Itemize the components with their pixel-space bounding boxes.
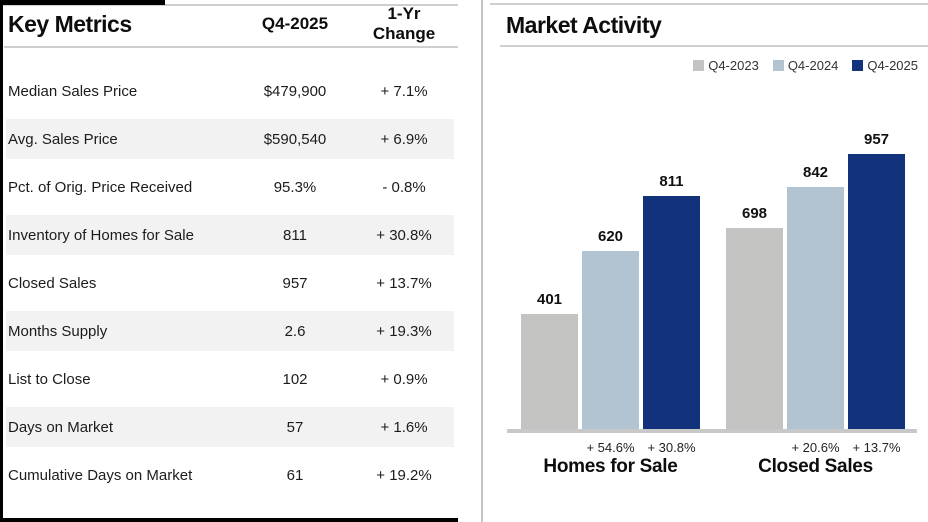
metric-label: Days on Market	[8, 418, 114, 436]
bar-change-label: + 20.6%	[791, 440, 840, 455]
metric-value: 102	[282, 370, 308, 388]
legend-item-q4-2023: Q4-2023	[693, 58, 759, 73]
table-bottom-border	[0, 518, 458, 522]
bar-change-label: + 13.7%	[852, 440, 901, 455]
bar-value-label: 811	[659, 173, 684, 190]
legend-label: Q4-2023	[708, 58, 759, 73]
bar-value-label: 401	[536, 291, 563, 308]
column-header-q4-2025: Q4-2025	[261, 14, 329, 33]
table-row-list-to-close: List to Close 102 + 0.9%	[6, 355, 454, 403]
bar-q4-2025-homes-for-sale	[643, 196, 700, 429]
table-left-border	[0, 0, 3, 522]
legend-item-q4-2025: Q4-2025	[852, 58, 918, 73]
metric-label: Inventory of Homes for Sale	[8, 226, 194, 244]
bar-q4-2025-closed-sales	[848, 154, 905, 429]
column-header-1yr-change: 1-Yr Change	[372, 4, 436, 43]
bar-value-label: 698	[741, 205, 768, 222]
metric-change: + 13.7%	[376, 274, 432, 292]
metrics-rows: Median Sales Price $479,900 + 7.1% Avg. Sal…	[6, 67, 454, 499]
x-axis-baseline	[507, 429, 917, 433]
key-metrics-panel: Key Metrics Q4-2025 1-Yr Change Median S…	[0, 0, 462, 522]
metric-change: + 7.1%	[380, 82, 428, 100]
bar-q4-2024-homes-for-sale	[582, 251, 639, 429]
legend-swatch-icon	[772, 60, 784, 71]
table-row-median-sales-price: Median Sales Price $479,900 + 7.1%	[6, 67, 454, 115]
metric-value: 57	[286, 418, 304, 436]
chart-legend: Q4-2023 Q4-2024 Q4-2025	[693, 58, 918, 73]
metric-label: List to Close	[8, 370, 91, 388]
table-header-rule	[4, 46, 458, 48]
bar-q4-2023-homes-for-sale	[521, 314, 578, 429]
metric-change: + 6.9%	[380, 130, 428, 148]
metric-value: 2.6	[284, 322, 306, 340]
category-label-closed-sales: Closed Sales	[758, 456, 873, 477]
metric-label: Pct. of Orig. Price Received	[8, 178, 193, 196]
market-activity-panel: Market Activity Q4-2023 Q4-2024 Q4-2025 40…	[482, 0, 928, 522]
metric-value: 95.3%	[273, 178, 317, 196]
table-row-cumulative-days-on-market: Cumulative Days on Market 61 + 19.2%	[6, 451, 454, 499]
legend-item-q4-2024: Q4-2024	[772, 58, 839, 73]
chart-header-rule	[500, 45, 928, 47]
metric-value: 957	[282, 274, 308, 292]
metric-value: 61	[286, 466, 304, 484]
legend-swatch-icon	[852, 60, 864, 71]
category-label-homes-for-sale: Homes for Sale	[543, 456, 678, 477]
legend-label: Q4-2024	[787, 58, 839, 73]
bar-value-label: 842	[802, 164, 829, 181]
metric-change: + 19.2%	[376, 466, 432, 484]
chart-top-rule	[490, 3, 928, 5]
metric-label: Avg. Sales Price	[8, 130, 118, 148]
market-activity-title: Market Activity	[506, 12, 662, 38]
metric-label: Months Supply	[8, 322, 108, 340]
bar-chart: 401 698 620 842 811 957 + 54.6% + 30.8% + 20.6% +…	[482, 0, 928, 522]
table-row-inventory-of-homes-for-sale: Inventory of Homes for Sale 811 + 30.8%	[6, 211, 454, 259]
table-row-pct-of-orig-price-received: Pct. of Orig. Price Received 95.3% - 0.8%	[6, 163, 454, 211]
table-top-accent	[0, 0, 165, 5]
bar-value-label: 620	[597, 228, 624, 245]
metric-change: - 0.8%	[382, 178, 426, 196]
table-row-months-supply: Months Supply 2.6 + 19.3%	[6, 307, 454, 355]
key-metrics-title: Key Metrics	[8, 10, 132, 37]
metric-label: Cumulative Days on Market	[8, 466, 193, 484]
bar-value-label: 957	[863, 131, 890, 148]
legend-label: Q4-2025	[867, 58, 918, 73]
panel-divider	[481, 0, 483, 522]
metric-value: 811	[283, 226, 307, 244]
bar-q4-2024-closed-sales	[787, 187, 844, 429]
metric-change: + 0.9%	[380, 370, 428, 388]
table-header: Key Metrics Q4-2025 1-Yr Change	[6, 2, 454, 46]
table-top-rule	[0, 4, 458, 6]
bar-change-label: + 54.6%	[586, 440, 635, 455]
metric-change: + 30.8%	[376, 226, 432, 244]
metric-label: Median Sales Price	[8, 82, 138, 100]
table-row-avg-sales-price: Avg. Sales Price $590,540 + 6.9%	[6, 115, 454, 163]
table-row-days-on-market: Days on Market 57 + 1.6%	[6, 403, 454, 451]
table-row-closed-sales: Closed Sales 957 + 13.7%	[6, 259, 454, 307]
metric-label: Closed Sales	[8, 274, 97, 292]
metric-change: + 1.6%	[380, 418, 428, 436]
metric-value: $590,540	[263, 130, 327, 148]
legend-swatch-icon	[693, 60, 705, 71]
bar-change-label: + 30.8%	[647, 440, 696, 455]
metric-value: $479,900	[263, 82, 327, 100]
bar-q4-2023-closed-sales	[726, 228, 783, 429]
metric-change: + 19.3%	[376, 322, 432, 340]
